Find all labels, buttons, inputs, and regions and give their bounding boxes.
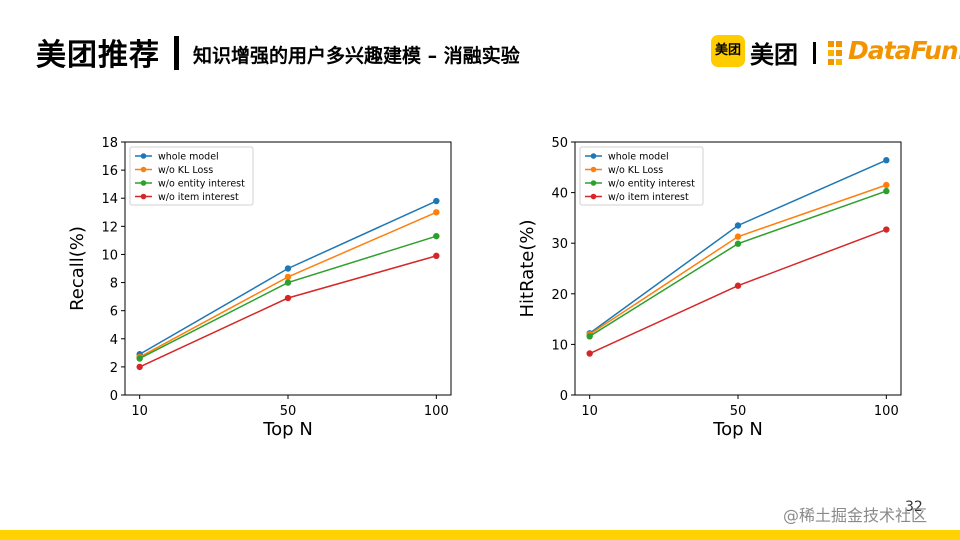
data-point	[734, 240, 742, 247]
y-tick-label: 50	[551, 136, 568, 151]
legend-marker	[590, 166, 597, 173]
data-point	[433, 232, 440, 240]
legend-marker	[140, 193, 147, 200]
legend-label: whole model	[608, 152, 669, 163]
series-line	[139, 255, 437, 368]
data-point	[734, 282, 742, 289]
watermark: @稀土掘金技术社区	[783, 506, 928, 525]
page-number: 32	[905, 499, 923, 515]
y-tick-label: 0	[560, 389, 568, 404]
data-point	[734, 233, 742, 240]
y-tick-label: 8	[110, 277, 118, 292]
data-point	[433, 197, 440, 205]
meituan-logo-badge: 美团	[711, 35, 745, 67]
x-axis-label: Top N	[262, 419, 313, 440]
y-tick-label: 10	[551, 338, 568, 353]
recall-chart: 0 2 4 6 8 10 12 14 16 18 10 50 100 Top N Recall(%) whol…	[67, 136, 452, 440]
data-point	[586, 333, 593, 340]
x-tick-label: 100	[874, 404, 899, 419]
data-point	[586, 350, 593, 357]
series-line	[589, 190, 887, 337]
datafun-mark-icon	[828, 41, 842, 65]
x-tick-label: 50	[730, 404, 747, 419]
legend-marker	[140, 180, 147, 186]
y-tick-label: 40	[551, 187, 568, 202]
data-point	[883, 157, 890, 164]
legend-marker	[140, 153, 147, 159]
y-tick-label: 2	[110, 361, 118, 376]
data-point	[136, 363, 143, 371]
data-point	[883, 226, 890, 233]
y-axis-label: HitRate(%)	[517, 219, 538, 317]
legend-marker	[590, 180, 597, 186]
data-point	[136, 355, 143, 362]
x-axis-label: Top N	[712, 419, 763, 440]
y-tick-label: 16	[101, 164, 118, 179]
datafun-logo-text: DataFun.	[848, 36, 960, 65]
y-tick-label: 4	[110, 333, 118, 348]
legend-box	[579, 146, 704, 206]
legend-marker	[140, 166, 147, 173]
legend-marker	[590, 193, 597, 200]
header-divider	[174, 36, 179, 70]
legend-marker	[590, 153, 597, 159]
y-tick-label: 30	[551, 237, 568, 252]
logo-divider	[813, 42, 816, 64]
x-tick-label: 10	[131, 404, 148, 419]
y-tick-label: 0	[110, 389, 118, 404]
series-line	[589, 228, 887, 355]
legend-label: w/o entity interest	[608, 179, 695, 190]
page-title: 知识增强的用户多兴趣建模 – 消融实验	[193, 45, 520, 67]
x-tick-label: 100	[424, 404, 449, 419]
legend-label: w/o KL Loss	[158, 165, 213, 176]
footer-bar	[0, 530, 960, 540]
y-tick-label: 6	[110, 305, 118, 320]
legend-label: whole model	[158, 152, 219, 163]
legend-label: w/o entity interest	[158, 179, 245, 190]
legend-label: w/o item interest	[158, 192, 239, 203]
header-brand: 美团推荐	[36, 38, 160, 73]
data-point	[883, 181, 890, 189]
y-axis-label: Recall(%)	[67, 226, 88, 311]
y-tick-label: 10	[101, 248, 118, 263]
y-tick-label: 20	[551, 288, 568, 303]
data-point	[883, 187, 890, 195]
y-tick-label: 18	[101, 136, 118, 151]
legend-box	[129, 146, 254, 206]
data-point	[284, 279, 292, 286]
data-point	[284, 265, 292, 272]
data-point	[284, 294, 292, 302]
y-tick-label: 12	[101, 220, 118, 235]
legend-label: w/o KL Loss	[608, 165, 663, 176]
data-point	[433, 252, 440, 260]
y-tick-label: 14	[101, 192, 118, 207]
hitrate-chart: 0 10 20 30 40 50 10 50 100 Top N HitRate(%) whole m…	[517, 136, 902, 440]
x-tick-label: 50	[280, 404, 297, 419]
legend-label: w/o item interest	[608, 192, 689, 203]
data-point	[433, 209, 440, 216]
x-tick-label: 10	[581, 404, 598, 419]
meituan-logo-text: 美团	[750, 41, 798, 69]
data-point	[284, 273, 292, 281]
data-point	[734, 222, 742, 229]
